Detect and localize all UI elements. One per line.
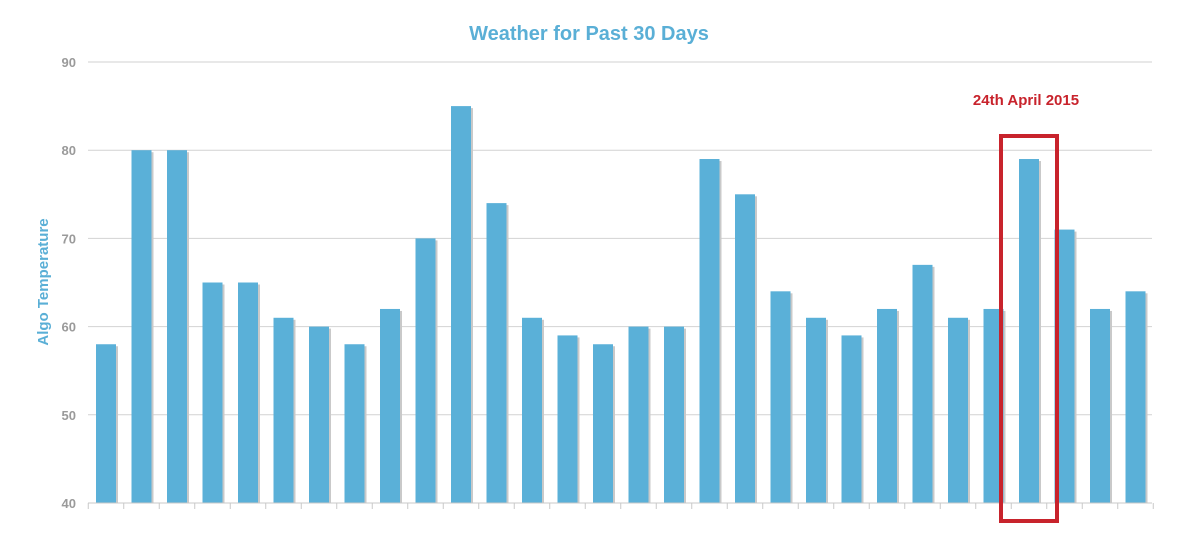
bar xyxy=(877,308,897,503)
bar xyxy=(96,344,116,503)
bar xyxy=(238,282,258,503)
y-tick-label: 90 xyxy=(62,55,76,70)
bar xyxy=(486,203,507,503)
bar xyxy=(912,264,933,503)
y-tick-label: 50 xyxy=(62,408,76,423)
bar xyxy=(344,344,365,503)
highlight-annotation: 24th April 2015 xyxy=(973,92,1079,109)
bar xyxy=(841,335,862,503)
bar xyxy=(770,291,791,503)
bar xyxy=(522,317,542,503)
bar xyxy=(167,150,187,503)
bar xyxy=(415,238,436,503)
bar xyxy=(664,326,684,503)
y-tick-label: 80 xyxy=(62,143,76,158)
x-axis xyxy=(87,502,1154,509)
bar xyxy=(131,150,152,503)
y-tick-label: 40 xyxy=(62,496,76,511)
bar xyxy=(806,317,826,503)
highlight-box xyxy=(999,134,1059,523)
chart-title: Weather for Past 30 Days xyxy=(469,23,709,45)
y-axis-ticks: 40 50 60 70 80 90 xyxy=(62,55,76,511)
bar xyxy=(628,326,649,503)
bar xyxy=(1054,229,1075,503)
bar xyxy=(1090,308,1110,503)
bar xyxy=(273,317,294,503)
bar xyxy=(735,194,755,504)
bar xyxy=(557,335,578,503)
bar xyxy=(1125,291,1146,503)
bar xyxy=(1019,159,1039,503)
y-tick-label: 60 xyxy=(62,320,76,335)
bars xyxy=(96,106,1148,504)
bar xyxy=(593,344,613,503)
bar xyxy=(699,159,720,503)
bar xyxy=(202,282,223,503)
bar xyxy=(451,106,471,503)
y-axis-label: Algo Temperature xyxy=(35,218,52,345)
bar xyxy=(983,308,1004,503)
bar xyxy=(948,317,968,503)
bar xyxy=(309,326,329,503)
bar xyxy=(380,308,400,503)
y-tick-label: 70 xyxy=(62,231,76,246)
